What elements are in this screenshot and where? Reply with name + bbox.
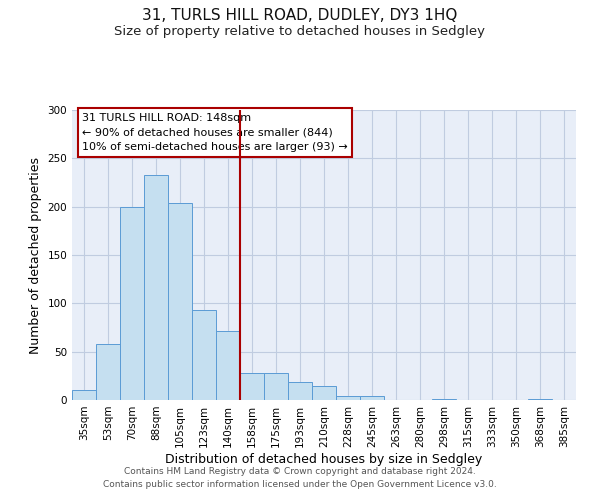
Bar: [288, 382, 312, 400]
Bar: [120, 206, 144, 400]
Bar: [312, 386, 336, 400]
Text: 31, TURLS HILL ROAD, DUDLEY, DY3 1HQ: 31, TURLS HILL ROAD, DUDLEY, DY3 1HQ: [142, 8, 458, 22]
Bar: [264, 373, 288, 400]
Text: Size of property relative to detached houses in Sedgley: Size of property relative to detached ho…: [115, 25, 485, 38]
Bar: [216, 332, 240, 400]
Bar: [432, 399, 456, 400]
Text: Contains public sector information licensed under the Open Government Licence v3: Contains public sector information licen…: [103, 480, 497, 489]
Bar: [168, 203, 192, 400]
Bar: [336, 396, 360, 400]
Bar: [96, 344, 120, 400]
Bar: [240, 373, 264, 400]
Text: 31 TURLS HILL ROAD: 148sqm
← 90% of detached houses are smaller (844)
10% of sem: 31 TURLS HILL ROAD: 148sqm ← 90% of deta…: [82, 113, 348, 152]
Y-axis label: Number of detached properties: Number of detached properties: [29, 156, 42, 354]
Bar: [192, 310, 216, 400]
Bar: [144, 175, 168, 400]
Bar: [360, 396, 384, 400]
Bar: [528, 399, 552, 400]
X-axis label: Distribution of detached houses by size in Sedgley: Distribution of detached houses by size …: [166, 452, 482, 466]
Bar: [72, 390, 96, 400]
Text: Contains HM Land Registry data © Crown copyright and database right 2024.: Contains HM Land Registry data © Crown c…: [124, 467, 476, 476]
